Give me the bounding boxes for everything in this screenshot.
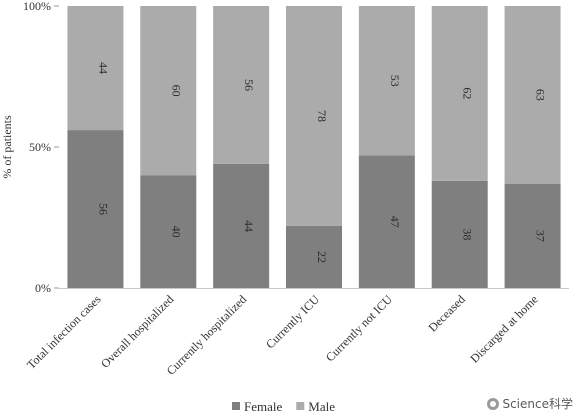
data-label: 40 [169,226,183,238]
y-axis-label: % of patients [0,115,14,179]
data-label: 53 [388,75,402,87]
data-label: 60 [169,85,183,97]
data-label: 78 [315,110,329,122]
legend-swatch-male [296,402,305,410]
watermark-text: Science科学 [502,397,573,411]
watermark: Science科学 [485,394,575,413]
category-label: Currently hospitalized [164,292,250,378]
category-label: Overall hospitalized [98,292,176,370]
data-label: 56 [242,79,256,91]
category-label: Total infection cases [24,292,104,372]
category-label: Currently ICU [263,292,322,351]
wechat-icon [487,397,500,410]
y-axis-ticks: 0% 50% 100% [23,0,59,295]
y-tick-label: 50% [29,140,51,154]
bar-male [213,6,270,164]
bar-male [140,6,197,176]
category-label: Discarged at home [467,292,540,365]
legend-label: Female [244,399,282,414]
data-label: 62 [461,87,475,99]
data-label: 44 [242,220,256,232]
y-tick-label: 0% [35,281,51,295]
bar-female [504,183,561,288]
data-label: 63 [534,89,548,101]
bar-male [431,6,488,181]
legend-swatch-female [232,402,240,410]
bars: 56 44 40 60 44 56 22 78 47 53 38 62 37 63 [67,6,561,288]
bar-female [358,155,415,288]
data-label: 22 [315,251,329,263]
bar-male [67,6,124,131]
bar-female [431,180,488,288]
bar-female [140,175,197,288]
bar-male [504,6,561,184]
legend: Female Male [232,399,335,414]
bar-female [213,163,270,288]
bar-male [286,6,342,226]
category-label: Currently not ICU [323,292,395,364]
y-tick-label: 100% [23,0,51,13]
category-label: Deceased [425,292,467,334]
data-label: 56 [96,203,110,215]
legend-label: Male [308,399,335,414]
bar-female [67,130,124,288]
bar-male [358,6,415,156]
bar-female [286,225,342,288]
data-label: 38 [461,228,475,240]
data-label: 44 [96,62,110,74]
data-label: 47 [388,216,402,228]
data-label: 37 [534,230,548,242]
